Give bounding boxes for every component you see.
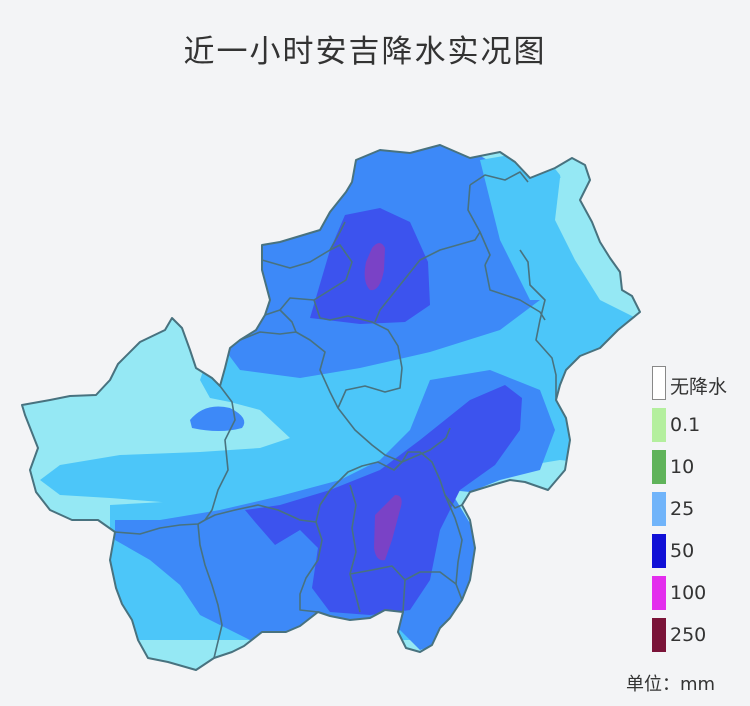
legend-label: 10 xyxy=(670,456,695,478)
boundary-line xyxy=(315,461,403,523)
legend-swatch xyxy=(652,576,666,610)
zone-sky-northeast xyxy=(480,150,600,300)
boundary-line xyxy=(519,249,557,400)
zone-peak-north xyxy=(364,243,385,291)
boundary-line xyxy=(204,385,236,521)
legend-swatch xyxy=(652,450,666,484)
legend-swatch xyxy=(652,408,666,442)
boundary-line xyxy=(479,231,491,266)
rainfall-zones xyxy=(22,145,640,670)
legend-swatch xyxy=(652,618,666,652)
boundary-line xyxy=(261,244,353,316)
boundary-line xyxy=(404,571,457,585)
boundary-line xyxy=(204,504,317,523)
legend-swatch xyxy=(652,366,666,400)
boundary-line xyxy=(197,523,223,659)
legend-label: 无降水 xyxy=(670,376,728,398)
boundary-line xyxy=(114,519,206,535)
boundary-line xyxy=(401,451,463,509)
legend-swatch xyxy=(652,534,666,568)
boundary-line xyxy=(444,494,463,601)
zone-light-northeast xyxy=(555,165,640,320)
map-title: 近一小时安吉降水实况图 xyxy=(183,34,547,70)
boundary-line xyxy=(349,565,406,613)
boundary-line xyxy=(337,367,403,409)
zone-dark-south xyxy=(245,385,522,615)
boundary-line xyxy=(374,184,481,323)
county-outline xyxy=(21,144,641,671)
zone-mid-west-spot xyxy=(190,406,245,431)
legend-label: 25 xyxy=(670,498,695,520)
boundary-line xyxy=(239,331,297,341)
legend-label: 250 xyxy=(670,624,707,646)
township-boundaries xyxy=(114,171,557,659)
boundary-line xyxy=(349,484,361,613)
legend-label: 0.1 xyxy=(670,414,701,436)
boundary-line xyxy=(313,299,403,369)
legend-swatch xyxy=(652,492,666,526)
boundary-line xyxy=(469,171,529,186)
zone-peak-south xyxy=(374,495,402,561)
legend-label: 100 xyxy=(670,582,707,604)
boundary-line xyxy=(299,521,323,613)
unit-label: 单位：mm xyxy=(626,674,716,695)
boundary-line xyxy=(329,221,346,251)
legend-label: 50 xyxy=(670,540,695,562)
